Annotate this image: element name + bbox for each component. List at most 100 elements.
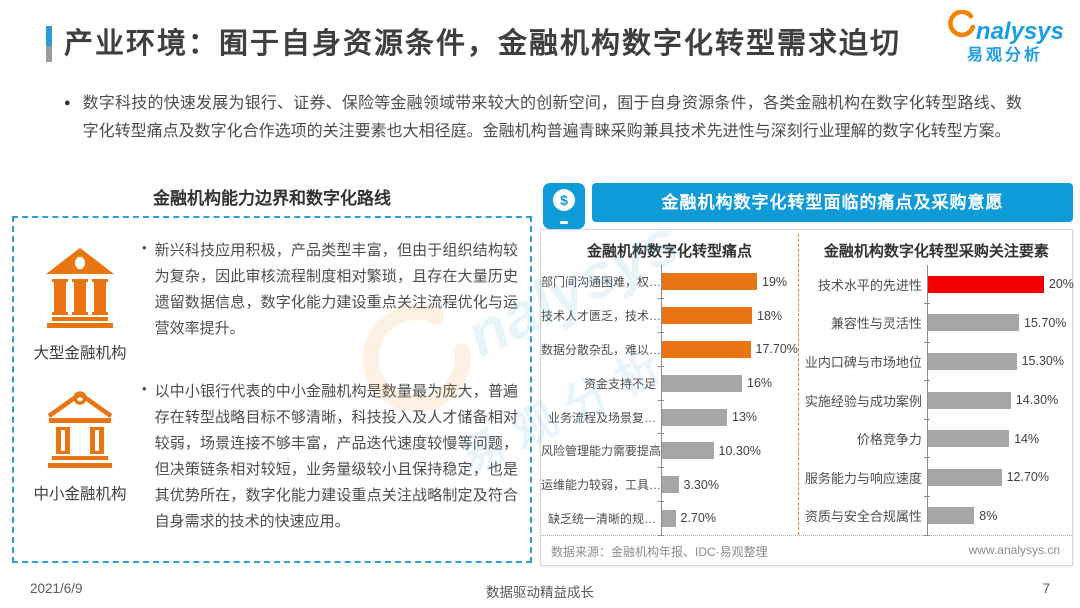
chart-row: 实施经验与成功案例 14.30% bbox=[799, 380, 1074, 420]
chart-row: 资质与安全合规属性 8% bbox=[799, 496, 1074, 536]
value-label: 18% bbox=[757, 308, 783, 323]
phone-button-dash bbox=[560, 221, 568, 224]
chart-row: 价格竞争力 14% bbox=[799, 419, 1074, 459]
charts-card: 金融机构数字化转型痛点 部门间沟通困难，权… 19% 技术人才匮乏，技术… 18% 数据… bbox=[540, 229, 1074, 566]
bullet-icon: • bbox=[142, 381, 147, 396]
bar-track: 10.30% bbox=[658, 433, 798, 469]
title-accent-bar bbox=[46, 26, 52, 62]
bar bbox=[927, 275, 1044, 293]
bar-track: 15.70% bbox=[923, 303, 1074, 343]
bar bbox=[662, 408, 727, 426]
data-source-note: 数据来源：金融机构年报、IDC·易观整理 bbox=[551, 545, 768, 560]
category-label: 资金支持不足 bbox=[583, 376, 656, 391]
bar-track: 8% bbox=[923, 496, 1074, 536]
intro-paragraph: ● 数字科技的快速发展为银行、证券、保险等金融领域带来较大的创新空间，囿于自身资… bbox=[64, 90, 1022, 146]
category-label: 部门间沟通困难，权… bbox=[541, 275, 662, 290]
category-label: 业务流程及场景复… bbox=[547, 410, 656, 425]
bar-track: 19% bbox=[658, 265, 798, 300]
footer: 2021/6/9 数据驱动精益成长 7 bbox=[0, 581, 1080, 600]
bar-track: 14.30% bbox=[923, 380, 1074, 420]
chart-title: 金融机构数字化转型痛点 bbox=[586, 243, 752, 260]
value-label: 16% bbox=[747, 376, 773, 391]
bar bbox=[927, 352, 1017, 370]
charts-area: 金融机构数字化转型痛点 部门间沟通困难，权… 19% 技术人才匮乏，技术… 18% 数据… bbox=[541, 230, 1074, 536]
value-label: 20% bbox=[1048, 277, 1074, 292]
chart-row: 兼容性与灵活性 15.70% bbox=[799, 303, 1074, 343]
bar-track: 12.70% bbox=[923, 457, 1074, 497]
chart-rows: 部门间沟通困难，权… 19% 技术人才匮乏，技术… 18% 数据分散杂乱，难以… 17.7… bbox=[541, 265, 798, 536]
bar-track: 17.70% bbox=[658, 332, 798, 367]
category-label: 数据分散杂乱，难以… bbox=[541, 342, 662, 357]
category-label: 价格竞争力 bbox=[856, 432, 922, 448]
bar bbox=[662, 273, 757, 291]
value-label: 19% bbox=[762, 274, 788, 289]
category-label: 技术水平的先进性 bbox=[817, 277, 922, 293]
value-label: 17.70% bbox=[755, 342, 798, 357]
footer-slogan: 数据驱动精益成长 bbox=[486, 585, 594, 600]
bar-track: 2.70% bbox=[658, 501, 798, 536]
category-label: 实施经验与成功案例 bbox=[804, 393, 922, 409]
bar bbox=[662, 509, 676, 527]
bank-small-icon bbox=[43, 391, 117, 473]
procurement-factors-chart: 金融机构数字化转型采购关注要素 技术水平的先进性 20% 兼容性与灵活性 15.70%… bbox=[797, 234, 1074, 536]
bullet-icon: ● bbox=[64, 97, 71, 109]
intro-text: 数字科技的快速发展为银行、证券、保险等金融领域带来较大的创新空间，囿于自身资源条… bbox=[82, 95, 1022, 140]
page-title: 产业环境：囿于自身资源条件，金融机构数字化转型需求迫切 bbox=[64, 28, 902, 60]
category-label: 技术人才匮乏，技术… bbox=[541, 309, 662, 324]
institution-label: 大型金融机构 bbox=[33, 345, 127, 362]
category-label: 风险管理能力需要提高 bbox=[541, 444, 662, 459]
value-label: 3.30% bbox=[683, 477, 719, 492]
right-section-title: 金融机构数字化转型面临的痛点及采购意愿 bbox=[592, 183, 1073, 222]
chart-row: 数据分散杂乱，难以… 17.70% bbox=[541, 332, 798, 367]
value-label: 12.70% bbox=[1006, 470, 1049, 485]
category-label: 业内口碑与市场地位 bbox=[804, 354, 922, 370]
footer-date: 2021/6/9 bbox=[30, 581, 83, 596]
bar bbox=[662, 442, 714, 460]
right-section-header: $ 金融机构数字化转型面临的痛点及采购意愿 bbox=[543, 183, 1073, 229]
left-section-heading: 金融机构能力边界和数字化路线 bbox=[153, 189, 391, 208]
institution-row-large: 大型金融机构 • 新兴科技应用积极，产品类型丰富，但由于组织结构较为复杂，因此审… bbox=[28, 238, 518, 363]
logo-chinese-name: 易观分析 bbox=[966, 47, 1043, 64]
chart-row: 业内口碑与市场地位 15.30% bbox=[799, 342, 1074, 381]
chart-row: 技术水平的先进性 20% bbox=[799, 265, 1074, 304]
category-label: 兼容性与灵活性 bbox=[830, 316, 922, 332]
institution-row-small: 中小金融机构 • 以中小银行代表的中小金融机构是数量最为庞大，普遍存在转型战略目… bbox=[28, 379, 518, 535]
chart-rows: 技术水平的先进性 20% 兼容性与灵活性 15.70% 业内口碑与市场地位 15.30% 实… bbox=[799, 265, 1074, 536]
category-label: 运维能力较弱，工具… bbox=[541, 478, 662, 493]
dollar-coin-icon: $ bbox=[553, 189, 575, 211]
pain-points-chart: 金融机构数字化转型痛点 部门间沟通困难，权… 19% 技术人才匮乏，技术… 18% 数据… bbox=[541, 234, 798, 536]
bar-track: 18% bbox=[658, 298, 798, 333]
bar-track: 16% bbox=[658, 366, 798, 401]
bar bbox=[927, 507, 975, 525]
institution-description: • 新兴科技应用积极，产品类型丰富，但由于组织结构较为复杂，因此审核流程制度相对… bbox=[132, 238, 518, 342]
category-label: 缺乏统一清晰的规… bbox=[547, 511, 656, 526]
bullet-icon: • bbox=[142, 240, 147, 255]
bar-track: 3.30% bbox=[658, 467, 798, 502]
chart-row: 部门间沟通困难，权… 19% bbox=[541, 265, 798, 300]
bar-track: 14% bbox=[923, 419, 1074, 459]
chart-row: 技术人才匮乏，技术… 18% bbox=[541, 298, 798, 333]
chart-row: 服务能力与响应速度 12.70% bbox=[799, 457, 1074, 497]
value-label: 14% bbox=[1014, 431, 1040, 446]
category-label: 资质与安全合规属性 bbox=[804, 509, 922, 525]
value-label: 8% bbox=[979, 508, 998, 523]
institution-label: 中小金融机构 bbox=[33, 486, 127, 503]
bank-large-icon bbox=[43, 248, 117, 332]
bar-track: 20% bbox=[923, 265, 1074, 304]
bar bbox=[662, 374, 742, 392]
value-label: 10.30% bbox=[718, 443, 761, 458]
header: 产业环境：囿于自身资源条件，金融机构数字化转型需求迫切 bbox=[46, 26, 901, 62]
page-number: 7 bbox=[1042, 581, 1050, 596]
institution-text: 以中小银行代表的中小金融机构是数量最为庞大，普遍存在转型战略目标不够清晰，科技投… bbox=[154, 383, 518, 530]
website-url: www.analysys.cn bbox=[968, 543, 1060, 558]
bar bbox=[662, 476, 679, 494]
bar bbox=[927, 468, 1002, 486]
value-label: 15.70% bbox=[1024, 315, 1067, 330]
institution-figure: 中小金融机构 bbox=[28, 379, 132, 504]
chart-row: 风险管理能力需要提高 10.30% bbox=[541, 433, 798, 469]
chart-row: 运维能力较弱，工具… 3.30% bbox=[541, 467, 798, 502]
institution-figure: 大型金融机构 bbox=[28, 238, 132, 363]
chart-row: 缺乏统一清晰的规… 2.70% bbox=[541, 501, 798, 536]
bar bbox=[927, 391, 1011, 409]
